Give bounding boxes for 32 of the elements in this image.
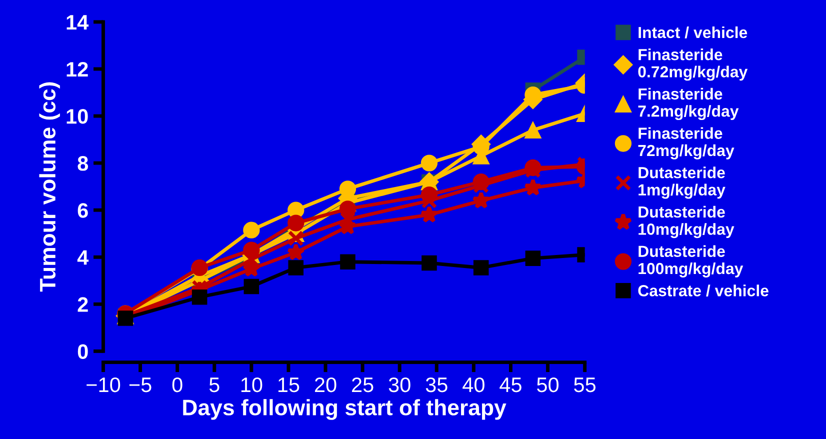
x-tick-label: 5 <box>209 378 220 392</box>
legend-label: Finasteride 72mg/kg/day <box>638 127 734 160</box>
legend-label: Dutasteride 1mg/kg/day <box>638 166 726 199</box>
x-tick-label: 30 <box>388 377 410 392</box>
legend-label: Finasteride 0.72mg/kg/day <box>638 48 748 81</box>
y-tick-label: 2 <box>78 297 88 312</box>
x-tick-label: 40 <box>462 377 484 392</box>
y-axis-title: Tumour volume (cc) <box>39 82 60 292</box>
legend-label: Castrate / vehicle <box>638 284 768 297</box>
y-tick-label: 14 <box>66 15 89 30</box>
x-tick-label: 0 <box>172 377 182 392</box>
x-tick-label: −10 <box>86 377 120 392</box>
legend-label: Finasteride 7.2mg/kg/day <box>638 88 739 120</box>
x-tick-label: 25 <box>352 377 374 392</box>
y-tick-label: 4 <box>77 250 89 265</box>
x-tick-label: 35 <box>426 377 448 392</box>
x-tick-label: 45 <box>500 378 522 392</box>
x-tick-label: 50 <box>537 377 559 392</box>
y-tick-label: 6 <box>78 203 88 218</box>
x-tick-label: 20 <box>314 377 336 392</box>
y-tick-label: 0 <box>78 344 88 359</box>
legend-label: Dutasteride 100mg/kg/day <box>638 245 744 278</box>
y-tick-label: 8 <box>78 156 88 171</box>
x-tick-label: 15 <box>278 378 300 392</box>
x-tick-label: 10 <box>241 377 262 392</box>
y-tick-label: 10 <box>66 109 88 124</box>
x-tick-label: 55 <box>574 378 596 392</box>
legend-label: Intact / vehicle <box>638 26 748 38</box>
x-axis-title: Days following start of therapy <box>183 399 506 420</box>
y-tick-label: 12 <box>66 62 88 77</box>
legend-label: Dutasteride 10mg/kg/day <box>638 206 734 238</box>
x-tick-label: −5 <box>129 378 152 392</box>
